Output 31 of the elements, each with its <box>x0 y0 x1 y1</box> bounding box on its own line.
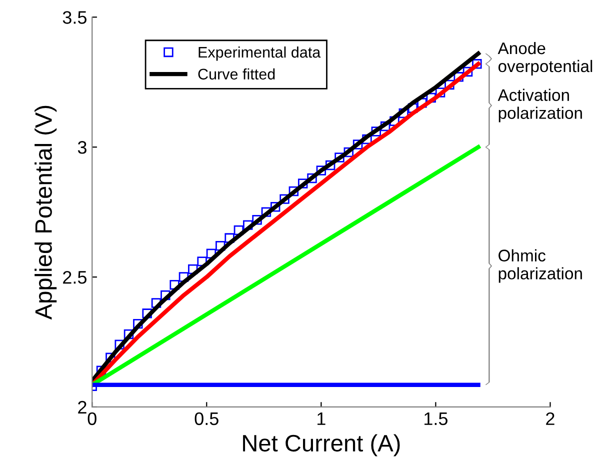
point <box>371 126 381 136</box>
point <box>124 329 134 340</box>
point <box>252 214 262 225</box>
y-tick-label: 3.5 <box>62 11 86 24</box>
x-tick-label: 1.5 <box>424 412 448 426</box>
annotation: Activation polarization <box>498 88 582 122</box>
point <box>344 147 354 158</box>
point <box>307 173 317 184</box>
point <box>352 140 363 150</box>
point <box>280 194 290 204</box>
x-axis-title: Net Current (A) <box>243 434 400 456</box>
annotation: Ohmic polarization <box>498 249 582 283</box>
y-tick-label: 2.5 <box>63 270 86 284</box>
point <box>316 166 326 176</box>
x-tick-label: 0 <box>88 412 96 426</box>
point <box>133 318 143 329</box>
point <box>472 59 482 69</box>
legend-label: Experimental data <box>198 46 321 61</box>
legend-label: Curve fitted <box>198 68 275 80</box>
point <box>444 80 454 90</box>
x-tick-label: 2 <box>546 412 554 425</box>
point <box>114 340 124 350</box>
x-tick-label: 0.5 <box>194 412 218 426</box>
point <box>261 207 272 217</box>
y-axis-title: Applied Potential (V) <box>34 106 57 320</box>
point <box>435 88 446 98</box>
annotation: Anode overpotential <box>498 42 592 76</box>
y-tick-label: 2 <box>78 400 86 414</box>
y-tick-label: 3 <box>78 141 86 154</box>
x-tick-label: 1 <box>318 412 326 425</box>
point <box>298 178 308 188</box>
